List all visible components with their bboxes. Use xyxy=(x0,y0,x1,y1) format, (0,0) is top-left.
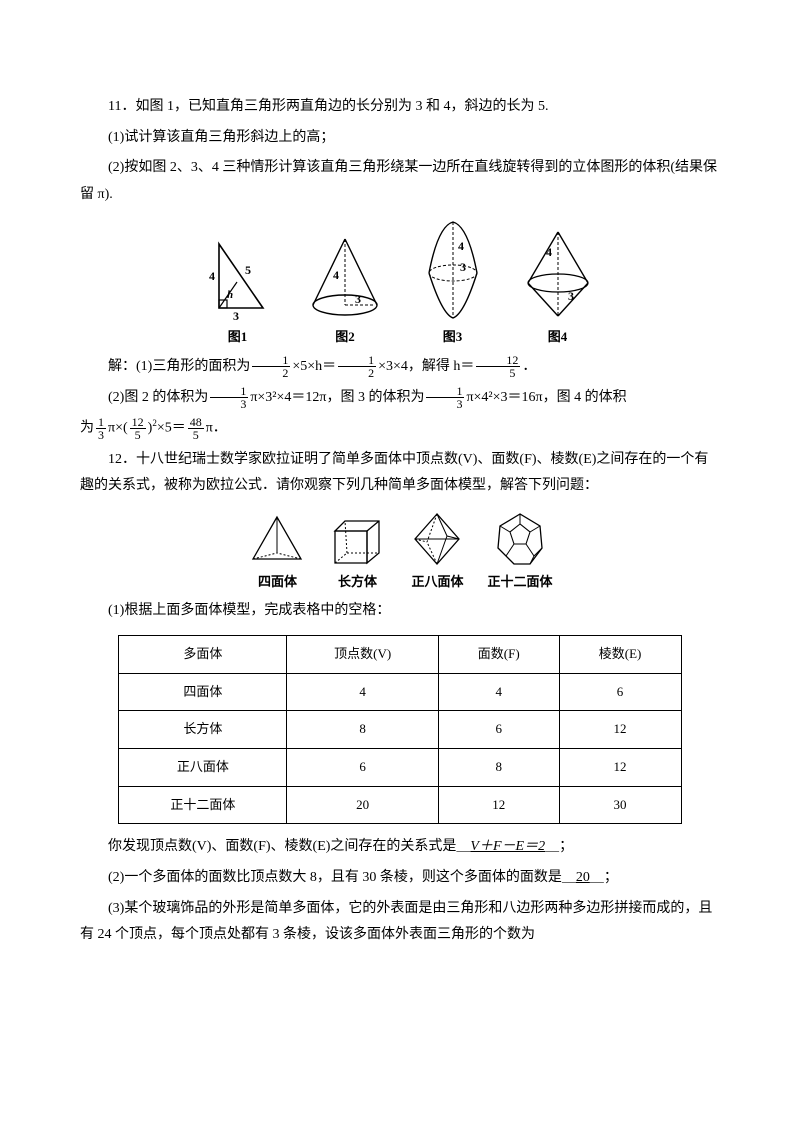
frac-12-5: 125 xyxy=(476,354,520,379)
svg-text:3: 3 xyxy=(568,289,574,303)
th-e: 棱数(E) xyxy=(559,635,681,673)
fig1-caption: 图1 xyxy=(228,325,248,350)
rel-answer: V＋F－E＝2 xyxy=(470,839,545,854)
tetrahedron-icon xyxy=(247,513,307,568)
fig1: 4 5 3 h 图1 xyxy=(203,238,273,350)
cone-tall-icon: 4 3 xyxy=(418,218,488,323)
q12-sub1: (1)根据上面多面体模型，完成表格中的空格： xyxy=(80,598,720,625)
q12-intro: 12．十八世纪瑞士数学家欧拉证明了简单多面体中顶点数(V)、面数(F)、棱数(E… xyxy=(80,447,720,500)
q11-sub2: (2)按如图 2、3、4 三种情形计算该直角三角形绕某一边所在直线旋转得到的立体… xyxy=(80,155,720,208)
fig3-caption: 图3 xyxy=(443,325,463,350)
sol1-pre: 解：(1)三角形的面积为 xyxy=(108,359,250,374)
q12-relation: 你发现顶点数(V)、面数(F)、棱数(E)之间存在的关系式是＿V＋F－E＝2＿； xyxy=(80,834,720,861)
solution-2a: (2)图 2 的体积为13π×3²×4＝12π，图 3 的体积为13π×4²×3… xyxy=(80,385,720,412)
rel-post: ＿； xyxy=(545,839,573,854)
sol2b-pre: 为 xyxy=(80,421,94,436)
th-name: 多面体 xyxy=(119,635,287,673)
sol1-end: ． xyxy=(522,359,536,374)
poly-octa: 正八面体 xyxy=(407,510,467,595)
frac-48-5: 485 xyxy=(188,416,204,441)
q2-pre: (2)一个多面体的面数比顶点数大 8，且有 30 条棱，则这个多面体的面数是＿ xyxy=(108,870,576,885)
q12-sub2: (2)一个多面体的面数比顶点数大 8，且有 30 条棱，则这个多面体的面数是＿2… xyxy=(80,865,720,892)
fig4: 4 3 图4 xyxy=(518,228,598,350)
cuboid-icon xyxy=(327,513,387,568)
figure-row-polyhedra: 四面体 长方体 正八面体 xyxy=(80,510,720,595)
bicone-icon: 4 3 xyxy=(518,228,598,323)
frac-third-1: 13 xyxy=(210,385,248,410)
table-row: 长方体8612 xyxy=(119,711,681,749)
table-header-row: 多面体 顶点数(V) 面数(F) 棱数(E) xyxy=(119,635,681,673)
svg-text:4: 4 xyxy=(546,245,552,259)
q11-intro: 11．如图 1，已知直角三角形两直角边的长分别为 3 和 4，斜边的长为 5. xyxy=(80,94,720,121)
q2-post: ＿； xyxy=(590,870,618,885)
frac-third-2: 13 xyxy=(426,385,464,410)
euler-table: 多面体 顶点数(V) 面数(F) 棱数(E) 四面体446 长方体8612 正八… xyxy=(118,635,681,824)
frac-half-1: 12 xyxy=(252,354,290,379)
fig2-caption: 图2 xyxy=(335,325,355,350)
solution-1: 解：(1)三角形的面积为12×5×h＝12×3×4，解得 h＝125． xyxy=(80,354,720,381)
poly-dodeca-label: 正十二面体 xyxy=(487,570,552,595)
frac-third-3: 13 xyxy=(96,416,106,441)
poly-cuboid: 长方体 xyxy=(327,513,387,595)
octahedron-icon xyxy=(407,510,467,568)
table-row: 正八面体6812 xyxy=(119,749,681,787)
figure-row-geom: 4 5 3 h 图1 4 3 图2 xyxy=(80,218,720,350)
triangle-icon: 4 5 3 h xyxy=(203,238,273,323)
svg-text:3: 3 xyxy=(460,260,466,274)
svg-text:4: 4 xyxy=(458,239,464,253)
svg-text:4: 4 xyxy=(333,268,339,282)
table-row: 正十二面体201230 xyxy=(119,786,681,824)
fig2: 4 3 图2 xyxy=(303,233,388,350)
table-row: 四面体446 xyxy=(119,673,681,711)
fig3: 4 3 图3 xyxy=(418,218,488,350)
svg-text:3: 3 xyxy=(233,309,239,323)
th-v: 顶点数(V) xyxy=(287,635,439,673)
poly-tetra: 四面体 xyxy=(247,513,307,595)
svg-text:5: 5 xyxy=(245,263,251,277)
rel-pre: 你发现顶点数(V)、面数(F)、棱数(E)之间存在的关系式是＿ xyxy=(108,839,470,854)
sol2-m1: π×3²×4＝12π，图 3 的体积为 xyxy=(250,390,424,405)
sol1-m2: ×3×4，解得 h＝ xyxy=(378,359,474,374)
sol2-pre: (2)图 2 的体积为 xyxy=(108,390,208,405)
svg-text:4: 4 xyxy=(209,269,215,283)
sol2b-m1: π× xyxy=(108,421,123,436)
poly-dodeca: 正十二面体 xyxy=(487,510,552,595)
solution-2b: 为13π×(125)2×5＝485π． xyxy=(80,415,720,442)
poly-cuboid-label: 长方体 xyxy=(338,570,377,595)
sol1-m1: ×5×h＝ xyxy=(292,359,336,374)
poly-tetra-label: 四面体 xyxy=(258,570,297,595)
dodecahedron-icon xyxy=(488,510,552,568)
q2-answer: 20 xyxy=(576,870,590,885)
cone-icon: 4 3 xyxy=(303,233,388,323)
th-f: 面数(F) xyxy=(438,635,559,673)
document-page: 11．如图 1，已知直角三角形两直角边的长分别为 3 和 4，斜边的长为 5. … xyxy=(0,0,800,1132)
sol2b-m2: ×5＝ xyxy=(157,421,186,436)
frac-half-2: 12 xyxy=(338,354,376,379)
svg-text:h: h xyxy=(227,289,233,301)
fig4-caption: 图4 xyxy=(548,325,568,350)
poly-octa-label: 正八面体 xyxy=(411,570,463,595)
frac-12-5-sq: 125 xyxy=(130,416,146,441)
q12-sub3: (3)某个玻璃饰品的外形是简单多面体，它的外表面是由三角形和八边形两种多边形拼接… xyxy=(80,896,720,949)
sol2b-end: π． xyxy=(206,421,227,436)
svg-text:3: 3 xyxy=(355,292,361,306)
q11-sub1: (1)试计算该直角三角形斜边上的高； xyxy=(80,125,720,152)
sol2-m2: π×4²×3＝16π，图 4 的体积 xyxy=(466,390,626,405)
